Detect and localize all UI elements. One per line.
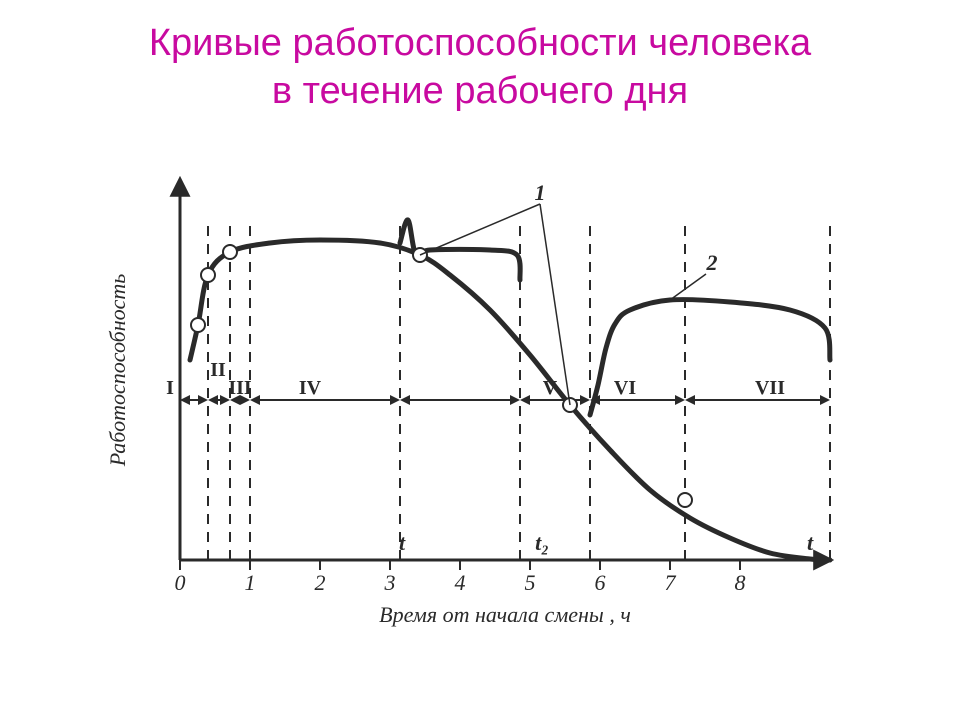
phase-label: I xyxy=(166,377,174,399)
t-marker: t₂ xyxy=(535,530,549,555)
callout-1-label: 1 xyxy=(535,180,546,205)
title-line-1: Кривые работоспособности человека xyxy=(0,20,960,68)
t-marker: t xyxy=(807,530,814,555)
phase-label: II xyxy=(210,359,226,381)
x-tick-label: 0 xyxy=(175,570,186,595)
callout-2-leader xyxy=(670,274,706,300)
data-marker xyxy=(223,245,237,259)
y-axis-label: Работоспособность xyxy=(105,274,130,468)
x-tick-label: 6 xyxy=(595,570,606,595)
x-tick-label: 3 xyxy=(384,570,396,595)
slide-title: Кривые работоспособности человека в тече… xyxy=(0,20,960,115)
x-tick-label: 8 xyxy=(735,570,746,595)
data-marker xyxy=(191,318,205,332)
x-tick-label: 2 xyxy=(315,570,326,595)
phase-label: III xyxy=(228,377,252,399)
callout-2-label: 2 xyxy=(706,250,718,275)
phase-label: IV xyxy=(299,377,322,399)
slide: Кривые работоспособности человека в тече… xyxy=(0,0,960,720)
performance-chart: 0 1 2 3 4 5 6 7 8 Время от начала смены , ч Работо… xyxy=(90,160,860,635)
x-tick-label: 7 xyxy=(665,570,677,595)
x-tick-label: 4 xyxy=(455,570,466,595)
t-marker: t xyxy=(399,530,406,555)
title-line-2: в течение рабочего дня xyxy=(0,68,960,116)
data-marker xyxy=(678,493,692,507)
phase-label: VII xyxy=(755,377,785,399)
phase-label: VI xyxy=(614,377,636,399)
data-marker xyxy=(201,268,215,282)
x-tick-label: 1 xyxy=(245,570,256,595)
x-axis-label: Время от начала смены , ч xyxy=(379,602,631,627)
x-tick-label: 5 xyxy=(525,570,536,595)
chart-svg: 0 1 2 3 4 5 6 7 8 Время от начала смены , ч Работо… xyxy=(90,160,860,630)
